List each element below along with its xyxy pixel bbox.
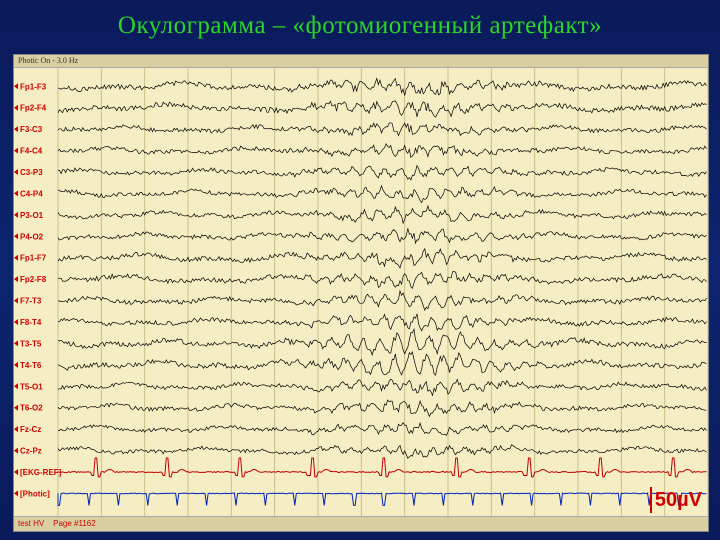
svg-text:[EKG-REF]: [EKG-REF] — [20, 468, 62, 477]
svg-text:F3-C3: F3-C3 — [20, 125, 43, 134]
scale-label: 50µV — [655, 489, 702, 512]
svg-text:T3-T5: T3-T5 — [20, 339, 42, 348]
svg-text:Fp2-F8: Fp2-F8 — [20, 275, 47, 284]
footer-page: Page #1162 — [53, 519, 96, 528]
eeg-panel: Photic On - 3.0 Hz Fp1-F3Fp2-F4F3-C3F4-C… — [13, 54, 709, 532]
footer-left: test HV — [18, 519, 44, 528]
svg-text:T5-O1: T5-O1 — [20, 382, 43, 391]
svg-text:C4-P4: C4-P4 — [20, 189, 43, 198]
svg-text:Cz-Pz: Cz-Pz — [20, 447, 42, 456]
svg-text:Fp1-F7: Fp1-F7 — [20, 254, 47, 263]
svg-text:C3-P3: C3-P3 — [20, 168, 43, 177]
svg-text:T6-O2: T6-O2 — [20, 404, 43, 413]
svg-text:T4-T6: T4-T6 — [20, 361, 42, 370]
svg-text:F8-T4: F8-T4 — [20, 318, 42, 327]
panel-footer: test HV Page #1162 — [14, 516, 708, 531]
scale-bar-icon — [650, 487, 652, 513]
svg-text:Fp2-F4: Fp2-F4 — [20, 104, 47, 113]
slide: Окулограмма – «фотомиогенный артефакт» P… — [0, 0, 720, 540]
eeg-svg: Fp1-F3 Fp2-F4 F3-C3 F4-C4 C3-P3 C4-P4 P3-O1 P4-… — [14, 67, 708, 517]
slide-title: Окулограмма – «фотомиогенный артефакт» — [0, 12, 720, 40]
svg-text:F4-C4: F4-C4 — [20, 147, 43, 156]
svg-text:Fz-Cz: Fz-Cz — [20, 425, 41, 434]
svg-text:F7-T3: F7-T3 — [20, 297, 42, 306]
svg-text:P4-O2: P4-O2 — [20, 232, 44, 241]
svg-text:P3-O1: P3-O1 — [20, 211, 44, 220]
svg-text:Fp1-F3: Fp1-F3 — [20, 82, 47, 91]
scale-indicator: 50µV — [650, 487, 702, 513]
svg-text:[Photic]: [Photic] — [20, 489, 50, 498]
eeg-plot: Fp1-F3 Fp2-F4 F3-C3 F4-C4 C3-P3 C4-P4 P3-O1 P4-… — [14, 67, 708, 517]
